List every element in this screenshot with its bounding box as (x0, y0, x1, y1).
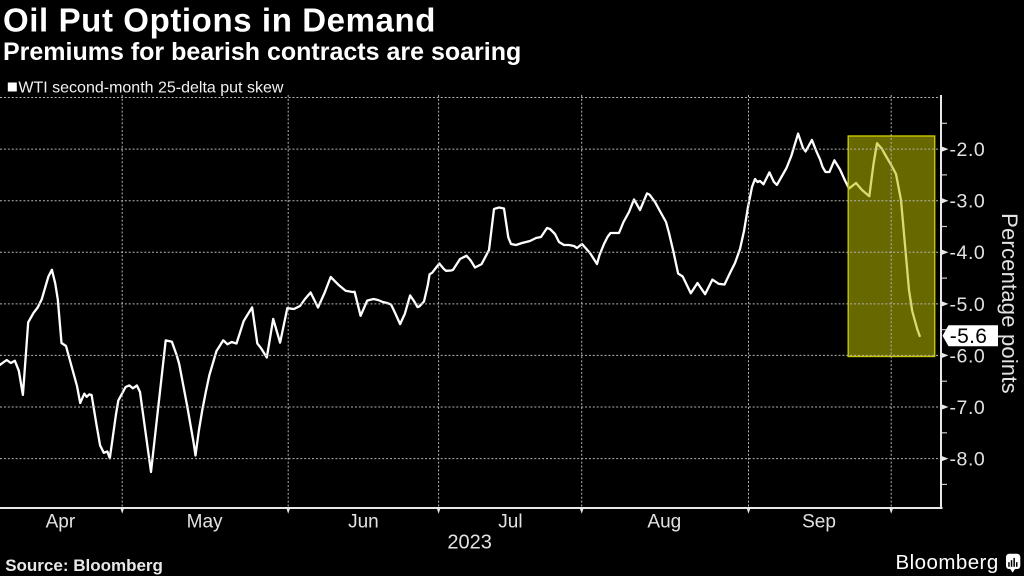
svg-text:Oil Put Options in Demand: Oil Put Options in Demand (3, 2, 436, 39)
svg-text:-2.0: -2.0 (950, 139, 986, 161)
svg-text:Apr: Apr (46, 511, 76, 532)
svg-text:-5.6: -5.6 (950, 325, 987, 348)
svg-text:-6.0: -6.0 (950, 345, 986, 367)
svg-text:-4.0: -4.0 (950, 242, 986, 264)
svg-text:WTI second-month 25-delta put: WTI second-month 25-delta put skew (18, 80, 283, 97)
svg-text:-5.0: -5.0 (950, 294, 986, 316)
svg-text:Premiums for bearish contracts: Premiums for bearish contracts are soari… (3, 38, 521, 66)
svg-text:Bloomberg: Bloomberg (896, 551, 999, 574)
svg-text:Jul: Jul (498, 511, 522, 532)
svg-text:-8.0: -8.0 (950, 449, 986, 471)
svg-text:-3.0: -3.0 (950, 191, 986, 213)
svg-text:2023: 2023 (447, 531, 492, 553)
svg-text:-7.0: -7.0 (950, 397, 986, 419)
svg-text:Aug: Aug (647, 511, 681, 532)
svg-text:Source: Bloomberg: Source: Bloomberg (5, 556, 163, 575)
svg-text:Sep: Sep (802, 511, 836, 532)
svg-text:May: May (187, 511, 223, 532)
svg-text:Jun: Jun (348, 511, 379, 532)
svg-text:Percentage points: Percentage points (997, 213, 1022, 394)
